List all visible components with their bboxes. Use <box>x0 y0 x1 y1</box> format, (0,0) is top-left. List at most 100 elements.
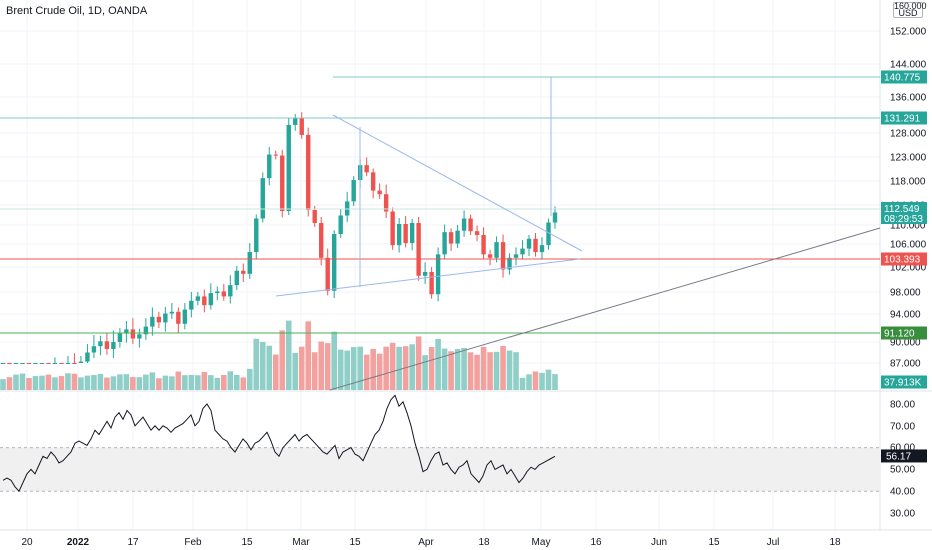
volume-bar <box>259 341 266 390</box>
volume-bar <box>298 346 305 390</box>
candle-body <box>546 222 551 246</box>
volume-bar <box>305 321 312 390</box>
upper-trendline <box>332 114 583 252</box>
candle-body <box>7 363 12 364</box>
rsi-tick-label: 70.00 <box>890 422 915 433</box>
candle-body <box>409 223 415 244</box>
candle-body <box>143 326 149 335</box>
candle-body <box>507 257 512 270</box>
x-tick-label: Jul <box>767 537 780 548</box>
symbol-title: Brent Crude Oil, 1D, OANDA <box>6 5 148 17</box>
y-tick-label: 94.000 <box>890 310 921 321</box>
y-tick-label: 136.000 <box>890 93 927 104</box>
volume-bar <box>130 377 136 390</box>
candle-body <box>332 234 337 291</box>
volume-bar <box>409 344 415 390</box>
price-label-bg <box>881 326 927 340</box>
candle-body <box>169 311 175 314</box>
candle-body <box>234 270 239 286</box>
volume-bar <box>195 375 201 390</box>
volume-bar <box>240 377 247 390</box>
volume-bar <box>513 352 519 390</box>
candle-body <box>163 313 168 323</box>
volume-bar <box>253 338 260 390</box>
candle-body <box>312 210 317 223</box>
volume-bar <box>285 320 292 390</box>
volume-bar <box>441 348 448 390</box>
y-tick-label: 144.000 <box>890 60 927 71</box>
y-tick-label: 110.000 <box>890 221 926 232</box>
volume-bar <box>78 377 84 390</box>
price-label: 91.120 <box>884 329 915 340</box>
x-tick-label: Jun <box>651 537 667 548</box>
candle-body <box>195 296 201 301</box>
volume-bar <box>188 374 195 390</box>
candle-body <box>319 223 324 258</box>
candle-body <box>299 117 304 135</box>
candle-body <box>435 254 441 295</box>
volume-bar <box>156 378 162 390</box>
candle-body <box>383 194 389 212</box>
candle-body <box>474 231 480 235</box>
rsi-line <box>2 394 556 493</box>
candle-body <box>390 211 395 246</box>
long-trendline <box>329 227 881 391</box>
volume-bar <box>19 373 26 390</box>
volume-bar <box>214 377 221 390</box>
rsi-tick-label: 50.00 <box>890 465 915 476</box>
x-tick-label: 18 <box>829 537 841 548</box>
volume-bar <box>357 346 363 390</box>
lower-trendline <box>275 258 581 297</box>
x-tick-label: Mar <box>292 537 310 548</box>
price-label-bg <box>881 111 927 125</box>
volume-bar <box>272 354 279 390</box>
volume-bar <box>376 353 383 390</box>
candle-body <box>228 285 233 297</box>
candle-body <box>215 291 220 294</box>
candle-body <box>52 363 58 364</box>
currency-top-value: 160.000 <box>894 1 927 11</box>
volume-bar <box>493 351 500 390</box>
volume-bar <box>532 371 539 390</box>
candle-body <box>429 272 434 295</box>
candle-body <box>13 363 19 364</box>
candle-body <box>46 363 51 364</box>
price-label-bg <box>881 252 927 266</box>
candle-body <box>416 223 421 276</box>
candle-body <box>526 238 532 249</box>
candle-body <box>306 134 311 210</box>
volume-bar <box>279 330 286 390</box>
price-label-bg <box>881 70 927 84</box>
rsi-tick-label: 40.00 <box>890 487 915 498</box>
volume-bar <box>175 371 182 390</box>
rsi-tick-label: 80.00 <box>890 400 915 411</box>
volume-bar <box>136 377 143 390</box>
candle-body <box>137 334 142 339</box>
rsi-tick-label: 60.00 <box>890 443 915 454</box>
price-label-timer: 08:29:53 <box>884 214 923 225</box>
volume-bar <box>519 377 526 390</box>
y-tick-label: 118.000 <box>890 177 926 188</box>
volume-bar <box>0 379 6 390</box>
volume-bar <box>454 349 461 390</box>
candle-body <box>364 165 369 173</box>
volume-bar <box>143 374 149 390</box>
volume-bar <box>162 375 169 390</box>
volume-bar <box>461 348 467 390</box>
candle-body <box>293 117 298 125</box>
rsi-tick-label: 30.00 <box>890 509 915 520</box>
candle-body <box>182 309 188 324</box>
candle-body <box>377 190 382 195</box>
volume-bar <box>97 373 104 390</box>
rsi-current-label: 56.17 <box>886 451 911 462</box>
price-axis: 152.000 144.000 136.000 128.000 123.000 118.0… <box>890 27 927 520</box>
candle-body <box>325 257 330 291</box>
candle-body <box>442 232 447 255</box>
candle-body <box>65 363 71 364</box>
candle-body <box>156 316 162 323</box>
volume-bar <box>383 346 389 390</box>
currency-badge[interactable]: 160.000 USD <box>893 1 927 18</box>
y-tick-label: 90.000 <box>890 338 921 349</box>
